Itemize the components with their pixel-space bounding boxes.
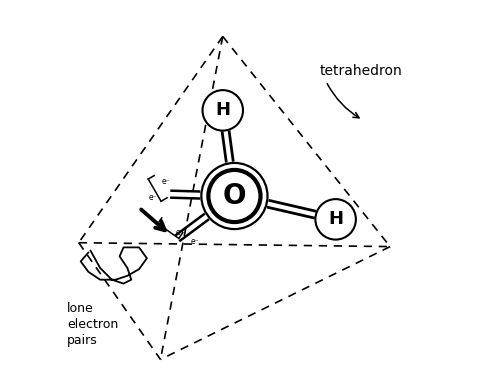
Circle shape	[202, 163, 268, 229]
Text: e⁻: e⁻	[162, 177, 170, 186]
Text: e⁻: e⁻	[190, 238, 199, 247]
Text: H: H	[328, 211, 343, 229]
Circle shape	[316, 199, 356, 240]
Text: e⁻: e⁻	[176, 229, 184, 238]
Circle shape	[202, 90, 243, 131]
Text: e⁻: e⁻	[148, 192, 157, 201]
Text: tetrahedron: tetrahedron	[320, 64, 403, 78]
Text: lone
electron
pairs: lone electron pairs	[67, 302, 118, 347]
Text: H: H	[216, 102, 230, 120]
Text: O: O	[222, 182, 246, 210]
